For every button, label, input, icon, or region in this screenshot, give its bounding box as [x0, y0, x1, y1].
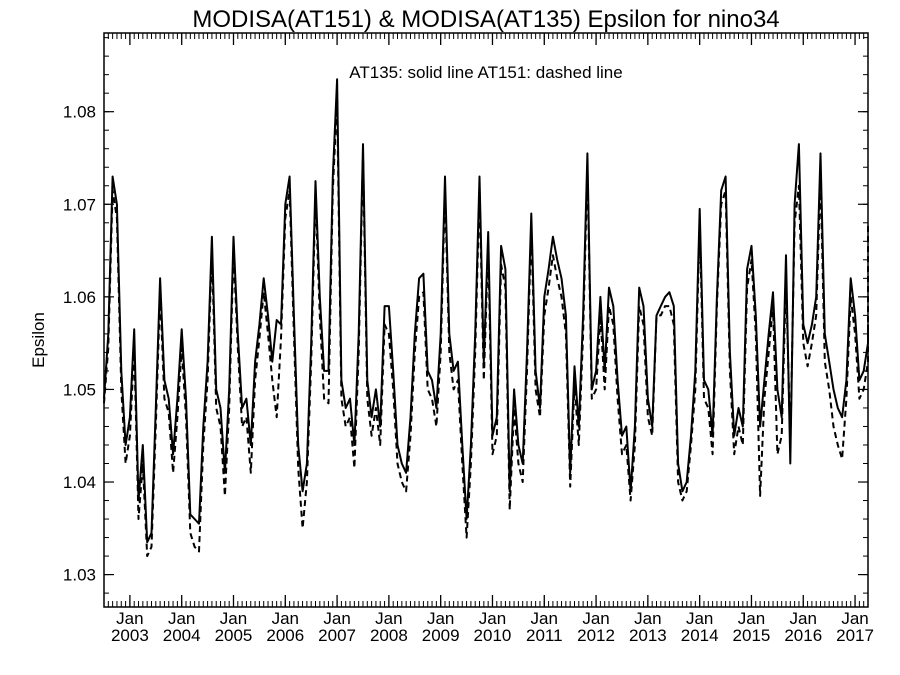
chart-title: MODISA(AT151) & MODISA(AT135) Epsilon fo… — [192, 6, 779, 33]
x-tick-year: 2006 — [266, 626, 304, 645]
y-tick-label: 1.03 — [63, 566, 96, 585]
x-tick-year: 2008 — [370, 626, 408, 645]
y-tick-label: 1.05 — [63, 380, 96, 399]
series-line-at151 — [103, 96, 869, 558]
x-tick-year: 2016 — [784, 626, 822, 645]
x-tick-year: 2015 — [733, 626, 771, 645]
x-tick-month: Jan — [168, 609, 195, 628]
x-axis: Jan2003Jan2004Jan2005Jan2006Jan2007Jan20… — [107, 33, 874, 645]
x-tick-year: 2009 — [422, 626, 460, 645]
series-line-at135 — [103, 78, 869, 544]
x-tick-month: Jan — [790, 609, 817, 628]
x-tick-year: 2013 — [629, 626, 667, 645]
y-axis-label: Epsilon — [29, 312, 48, 368]
x-tick-month: Jan — [634, 609, 661, 628]
x-tick-year: 2005 — [215, 626, 253, 645]
x-tick-month: Jan — [841, 609, 868, 628]
x-tick-year: 2004 — [163, 626, 201, 645]
legend-note: AT135: solid line AT151: dashed line — [349, 63, 622, 82]
x-tick-month: Jan — [116, 609, 143, 628]
y-axis: 1.03 1.04 1.05 1.06 1.07 1.08 — [63, 37, 868, 594]
x-tick-year: 2010 — [474, 626, 512, 645]
x-tick-month: Jan — [531, 609, 558, 628]
x-tick-year: 2007 — [318, 626, 356, 645]
x-tick-year: 2003 — [111, 626, 149, 645]
y-tick-label: 1.04 — [63, 473, 96, 492]
x-tick-month: Jan — [323, 609, 350, 628]
x-tick-month: Jan — [375, 609, 402, 628]
y-tick-label: 1.07 — [63, 195, 96, 214]
x-tick-year: 2014 — [681, 626, 719, 645]
series-layer — [103, 78, 869, 558]
y-tick-label: 1.06 — [63, 288, 96, 307]
x-tick-month: Jan — [220, 609, 247, 628]
x-tick-month: Jan — [582, 609, 609, 628]
x-tick-month: Jan — [686, 609, 713, 628]
x-tick-year: 2012 — [577, 626, 615, 645]
x-tick-year: 2011 — [526, 626, 563, 645]
x-tick-year: 2017 — [836, 626, 874, 645]
y-tick-label: 1.08 — [63, 103, 96, 122]
x-tick-month: Jan — [272, 609, 299, 628]
x-tick-month: Jan — [479, 609, 506, 628]
x-tick-month: Jan — [427, 609, 454, 628]
x-tick-month: Jan — [738, 609, 765, 628]
